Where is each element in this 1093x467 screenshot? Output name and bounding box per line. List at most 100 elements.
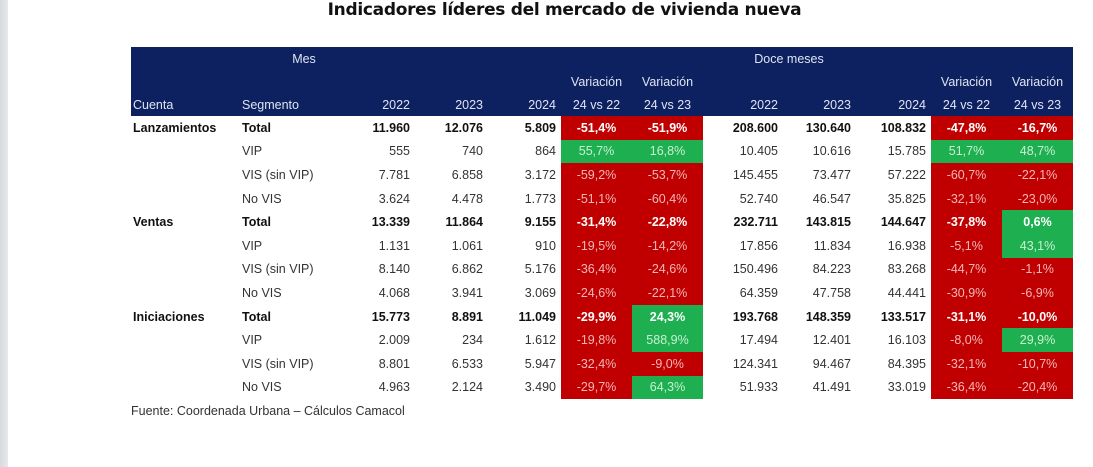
mes-var-24-23-value: -60,4% xyxy=(632,186,703,211)
mes-2023-value: 2.124 xyxy=(451,380,483,395)
doce-2024-value: 35.825 xyxy=(887,191,926,206)
mes-2022-value: 7.781 xyxy=(378,167,410,182)
doce-var-24-22-value: -37,8% xyxy=(931,210,1002,234)
mes-2024-value: 3.069 xyxy=(524,285,556,300)
doce-2022-value: 64.359 xyxy=(739,285,778,300)
table-row: VIP 1.131 1.061 910 -19,5% -14,2% 17.856 11.834… xyxy=(131,233,1073,258)
doce-2022-value: 51.933 xyxy=(739,380,778,395)
cuenta-empty xyxy=(131,258,242,282)
doce-2024-value: 57.222 xyxy=(887,167,926,182)
segmento-label: Total xyxy=(242,215,271,230)
mes-2024-value: 1.773 xyxy=(524,191,556,206)
doce-var-24-23-value: -1,1% xyxy=(1002,257,1073,282)
table-row: VIP 555 740 864 55,7% 16,8% 10.405 10.616 15.785… xyxy=(131,139,1073,164)
page-title: Indicadores líderes del mercado de vivie… xyxy=(327,0,802,20)
doce-var-24-22-value: -8,0% xyxy=(931,328,1002,352)
header-doce-2024: 2024 xyxy=(856,93,931,116)
doce-var-24-22-value: -47,8% xyxy=(931,116,1002,140)
doce-var-24-23-value: 0,6% xyxy=(1002,210,1073,234)
doce-var-24-23-value: 48,7% xyxy=(1002,139,1073,164)
header-mes-2022: 2022 xyxy=(342,93,415,116)
doce-2022-value: 150.496 xyxy=(732,262,778,277)
doce-2024-value: 84.395 xyxy=(887,356,926,371)
table-row: No VIS 3.624 4.478 1.773 -51,1% -60,4% 52.740 4… xyxy=(131,186,1073,211)
doce-2022-value: 208.600 xyxy=(732,120,778,135)
doce-2024-value: 44.441 xyxy=(887,285,926,300)
mes-var-24-23-value: -24,6% xyxy=(632,257,703,282)
mes-2023-value: 6.533 xyxy=(451,356,483,371)
mes-2022-value: 15.773 xyxy=(371,309,410,324)
table-row: Ventas Total 13.339 11.864 9.155 -31,4% -22,8%… xyxy=(131,210,1073,234)
mes-var-24-23-value: 64,3% xyxy=(632,375,703,400)
cuenta-empty xyxy=(131,376,242,400)
doce-var-24-23-value: -23,0% xyxy=(1002,186,1073,211)
header-variacion: Variación xyxy=(632,70,703,93)
mes-var-24-22-value: -59,2% xyxy=(561,163,632,187)
doce-var-24-22-value: -36,4% xyxy=(931,375,1002,400)
mes-var-24-22-value: -29,7% xyxy=(561,375,632,400)
mes-var-24-23-value: -53,7% xyxy=(632,163,703,187)
group-header-mes: Mes xyxy=(131,47,703,70)
doce-2023-value: 130.640 xyxy=(805,120,851,135)
cuenta-label: Lanzamientos xyxy=(133,120,217,135)
mes-2023-value: 740 xyxy=(462,144,483,159)
doce-var-24-22-value: 51,7% xyxy=(931,139,1002,164)
cuenta-empty xyxy=(131,234,242,258)
mes-var-24-23-value: 588,9% xyxy=(632,328,703,352)
mes-2024-value: 11.049 xyxy=(518,309,556,324)
mes-2022-value: 3.624 xyxy=(378,191,410,206)
doce-2023-value: 12.401 xyxy=(812,333,851,348)
doce-2022-value: 17.494 xyxy=(739,333,778,348)
table-header: Mes Doce meses Variación Variación Varia… xyxy=(131,47,1073,116)
table-row: Lanzamientos Total 11.960 12.076 5.809 -51,4%… xyxy=(131,116,1073,140)
table-row: No VIS 4.068 3.941 3.069 -24,6% -22,1% 64.359 4… xyxy=(131,281,1073,305)
segmento-label: VIP xyxy=(242,333,263,348)
mes-2022-value: 4.068 xyxy=(378,285,410,300)
mes-var-24-23-value: -22,8% xyxy=(632,210,703,234)
segmento-label: VIS (sin VIP) xyxy=(242,356,314,371)
doce-2024-value: 108.832 xyxy=(880,120,926,135)
doce-var-24-23-value: 43,1% xyxy=(1002,233,1073,258)
doce-2023-value: 94.467 xyxy=(812,356,851,371)
mes-var-24-22-value: -19,5% xyxy=(561,233,632,258)
header-doce-var-24-23: 24 vs 23 xyxy=(1002,93,1073,116)
doce-var-24-23-value: -22,1% xyxy=(1002,163,1073,187)
mes-var-24-23-value: -51,9% xyxy=(632,116,703,140)
segmento-label: No VIS xyxy=(242,380,282,395)
header-doce-2023: 2023 xyxy=(783,93,856,116)
mes-2022-value: 1.131 xyxy=(378,238,410,253)
segmento-label: VIP xyxy=(242,238,263,253)
mes-2022-value: 11.960 xyxy=(372,120,410,135)
mes-2022-value: 555 xyxy=(389,144,410,159)
mes-2022-value: 8.801 xyxy=(378,356,410,371)
segmento-label: VIP xyxy=(242,144,263,159)
mes-var-24-22-value: -51,4% xyxy=(561,116,632,140)
mes-var-24-22-value: -24,6% xyxy=(561,281,632,305)
mes-2024-value: 5.176 xyxy=(524,262,556,277)
mes-var-24-22-value: -32,4% xyxy=(561,351,632,376)
doce-var-24-22-value: -44,7% xyxy=(931,257,1002,282)
table-row: Iniciaciones Total 15.773 8.891 11.049 -29,9%… xyxy=(131,304,1073,329)
mes-2024-value: 864 xyxy=(535,144,556,159)
cuenta-empty xyxy=(131,140,242,164)
doce-var-24-23-value: -10,0% xyxy=(1002,304,1073,329)
mes-var-24-23-value: 24,3% xyxy=(632,304,703,329)
segmento-label: VIS (sin VIP) xyxy=(242,167,314,182)
doce-var-24-23-value: -10,7% xyxy=(1002,351,1073,376)
cuenta-empty xyxy=(131,328,242,352)
mes-var-24-22-value: 55,7% xyxy=(561,139,632,164)
header-mes-2024: 2024 xyxy=(488,93,561,116)
window-edge xyxy=(0,0,8,467)
doce-2023-value: 46.547 xyxy=(812,191,851,206)
group-header-doce-meses: Doce meses xyxy=(703,47,1073,70)
doce-2022-value: 52.740 xyxy=(739,191,778,206)
table-row: No VIS 4.963 2.124 3.490 -29,7% 64,3% 51.933 41… xyxy=(131,375,1073,400)
mes-2024-value: 5.947 xyxy=(524,356,556,371)
header-doce-2022: 2022 xyxy=(703,93,783,116)
indicators-table: Mes Doce meses Variación Variación Varia… xyxy=(131,47,1073,400)
mes-2023-value: 4.478 xyxy=(451,191,483,206)
doce-var-24-23-value: -16,7% xyxy=(1002,116,1073,140)
header-cuenta: Cuenta xyxy=(131,93,242,116)
mes-2024-value: 1.612 xyxy=(524,333,556,348)
mes-2023-value: 11.864 xyxy=(445,215,483,230)
